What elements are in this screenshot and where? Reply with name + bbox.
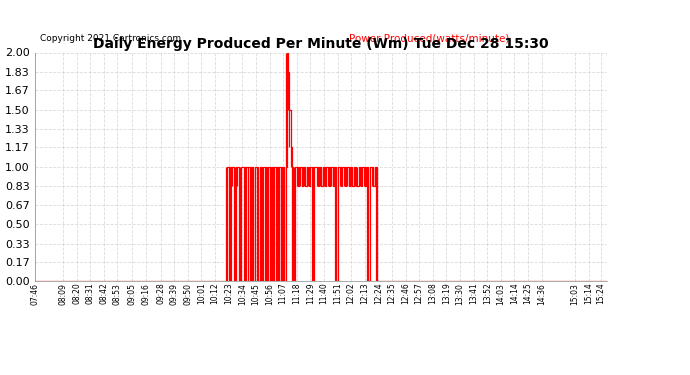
Text: Power Produced(watts/minute): Power Produced(watts/minute) bbox=[350, 33, 510, 44]
Title: Daily Energy Produced Per Minute (Wm) Tue Dec 28 15:30: Daily Energy Produced Per Minute (Wm) Tu… bbox=[93, 38, 549, 51]
Text: Copyright 2021 Cartronics.com: Copyright 2021 Cartronics.com bbox=[40, 34, 181, 44]
